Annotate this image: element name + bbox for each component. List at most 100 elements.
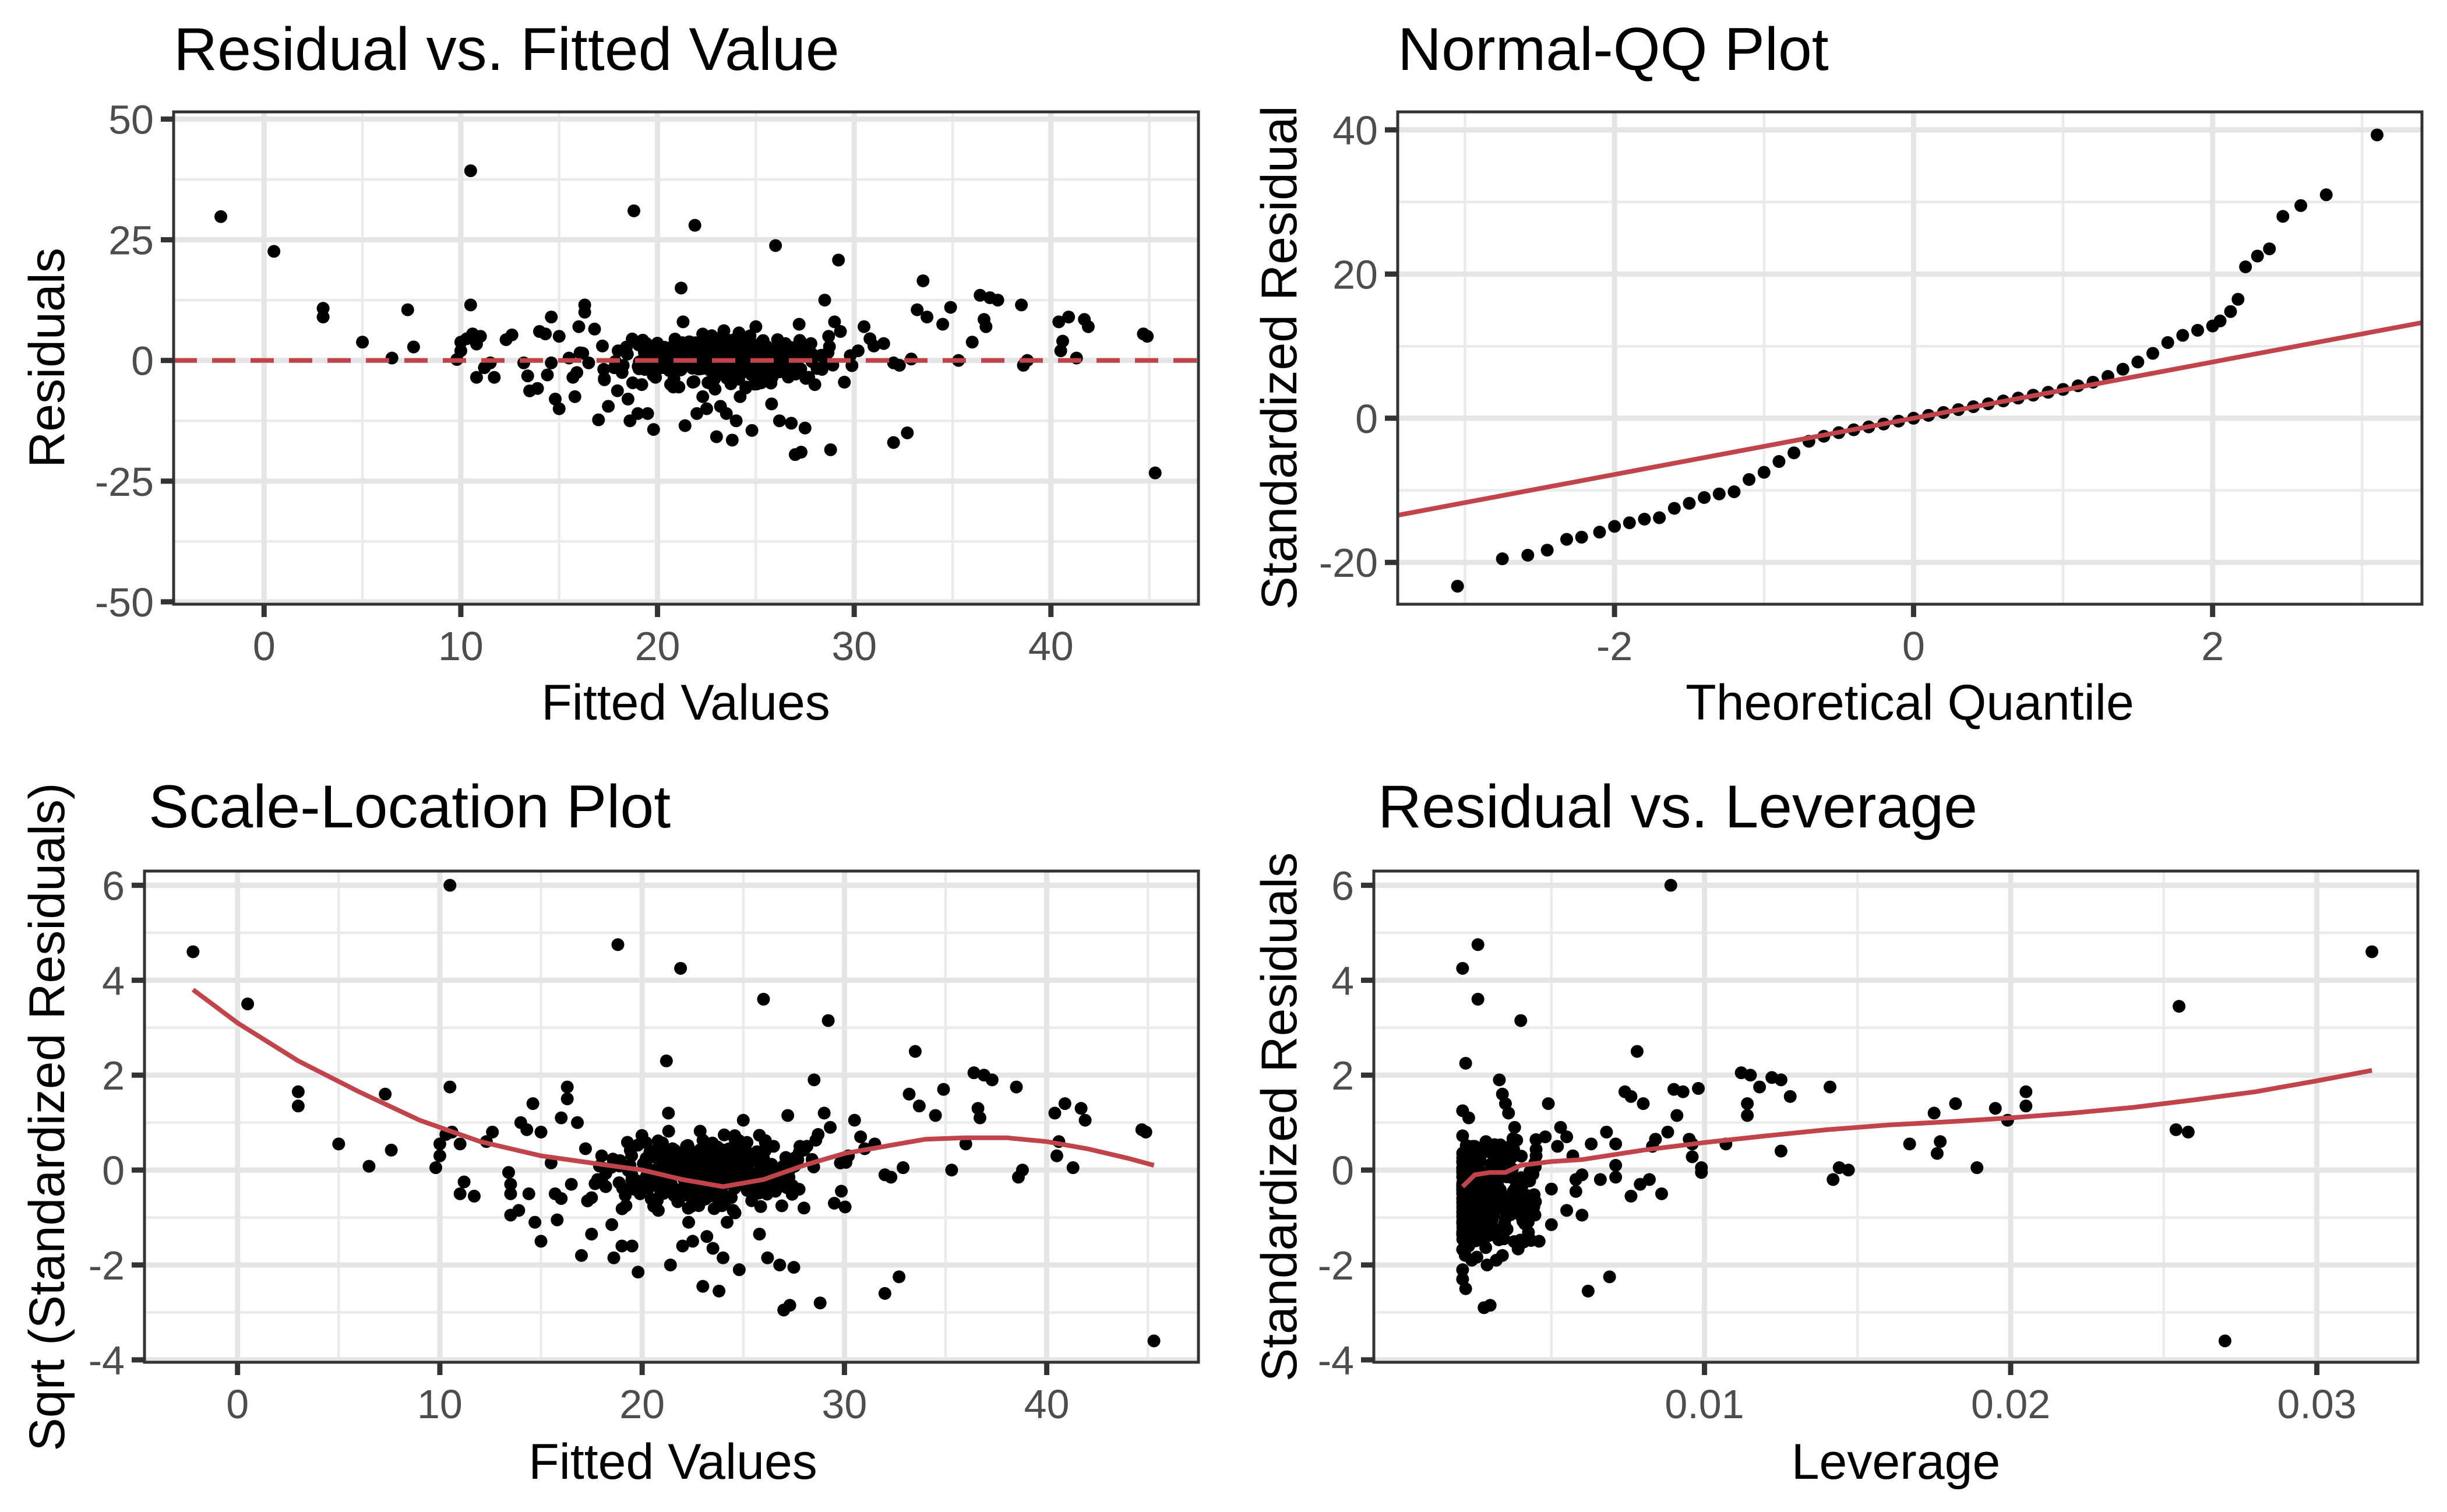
data-point [2319, 188, 2333, 202]
data-point [1970, 1161, 1984, 1175]
data-point [2294, 199, 2308, 212]
data-point-cluster [775, 1199, 788, 1213]
data-point [1066, 1161, 1080, 1175]
data-point [528, 1215, 542, 1229]
data-point [798, 421, 812, 435]
data-point [1569, 1185, 1582, 1198]
y-tick-label: 4 [1331, 958, 1354, 1003]
data-point [596, 339, 609, 353]
data-point [1581, 1284, 1595, 1298]
data-point [682, 1215, 696, 1229]
data-point [332, 1137, 345, 1151]
data-point [667, 380, 680, 394]
x-tick-label: 0 [253, 623, 276, 669]
data-point [965, 336, 979, 349]
data-point [1521, 548, 1535, 562]
data-point [526, 1097, 540, 1111]
data-point [783, 1299, 796, 1312]
y-tick-label: 2 [102, 1053, 125, 1098]
data-point-cluster [632, 1175, 646, 1188]
y-axis-title: Standardized Residual [1251, 105, 1307, 609]
data-point [541, 368, 554, 382]
data-point [1630, 1045, 1644, 1058]
data-point [565, 1178, 578, 1191]
data-point [655, 347, 668, 360]
data-point [1670, 1109, 1684, 1122]
qq-reference-line [1398, 320, 2422, 518]
chart-title: Residual vs. Fitted Value [174, 16, 840, 83]
data-point [457, 1175, 471, 1189]
plot-area [1398, 112, 2422, 604]
data-point [474, 330, 487, 343]
y-tick-label: -2 [1318, 1243, 1354, 1288]
y-axis-title: Residuals [19, 248, 75, 468]
data-point [1638, 513, 1651, 526]
data-point [877, 337, 890, 350]
data-point [595, 1149, 608, 1162]
data-point [615, 366, 629, 379]
data-point [1637, 1097, 1650, 1111]
data-point [1757, 466, 1771, 479]
y-tick-label: 25 [108, 218, 154, 263]
data-point [453, 1137, 467, 1151]
data-point [1520, 1215, 1533, 1229]
data-point [717, 1251, 730, 1264]
data-point-cluster [651, 1134, 665, 1147]
data-point [1456, 1263, 1469, 1277]
data-point [974, 1111, 987, 1125]
data-point [785, 417, 798, 430]
data-point [745, 424, 759, 437]
data-point [1010, 1080, 1023, 1094]
data-point [1459, 1056, 1472, 1070]
data-point [214, 210, 228, 223]
x-tick-label: 0.01 [1665, 1381, 1744, 1427]
data-point-cluster [736, 346, 749, 359]
y-axis-title: Standardized Residuals [1251, 852, 1307, 1381]
data-point-cluster [1494, 1192, 1508, 1205]
data-point [778, 337, 792, 350]
smooth-trend-line [1461, 1068, 2372, 1189]
data-point [812, 1128, 825, 1141]
data-point [2239, 260, 2252, 273]
data-point [921, 311, 934, 324]
x-tick-label: 0 [1902, 623, 1925, 669]
x-tick-label: 40 [1028, 623, 1074, 669]
data-point [592, 413, 605, 427]
data-point [1560, 1204, 1574, 1217]
data-point [672, 1194, 685, 1208]
data-point [1081, 320, 1095, 333]
data-point [2019, 1085, 2033, 1098]
data-point-cluster [1479, 1241, 1493, 1254]
data-point [619, 1199, 633, 1213]
data-point-cluster [616, 1182, 629, 1195]
data-point [734, 390, 747, 403]
data-point [2231, 292, 2245, 306]
data-point [2116, 362, 2129, 376]
data-point [2176, 329, 2189, 342]
data-point [464, 164, 477, 178]
data-point [660, 1054, 673, 1067]
x-axis-title: Leverage [1792, 1434, 2001, 1490]
y-tick-label: 4 [102, 958, 125, 1003]
data-point [821, 1014, 835, 1027]
data-point [676, 1239, 689, 1253]
data-point [662, 1106, 675, 1120]
data-point [974, 288, 987, 302]
data-point-cluster [1456, 1147, 1469, 1160]
data-point [795, 446, 808, 459]
data-point [664, 1259, 677, 1272]
data-point-cluster [1494, 1138, 1507, 1151]
data-point [1471, 992, 1485, 1006]
data-point-cluster [1498, 1212, 1512, 1225]
y-tick-label: 6 [102, 863, 125, 908]
data-point [1624, 1189, 1638, 1203]
data-point [1949, 1097, 1962, 1111]
data-point [581, 1194, 594, 1208]
data-point-cluster [835, 1185, 848, 1198]
data-point [615, 1239, 629, 1253]
data-point [385, 1143, 398, 1157]
x-tick-label: 0.02 [1971, 1381, 2050, 1427]
data-point [1609, 1171, 1623, 1184]
data-point [1539, 1130, 1552, 1144]
